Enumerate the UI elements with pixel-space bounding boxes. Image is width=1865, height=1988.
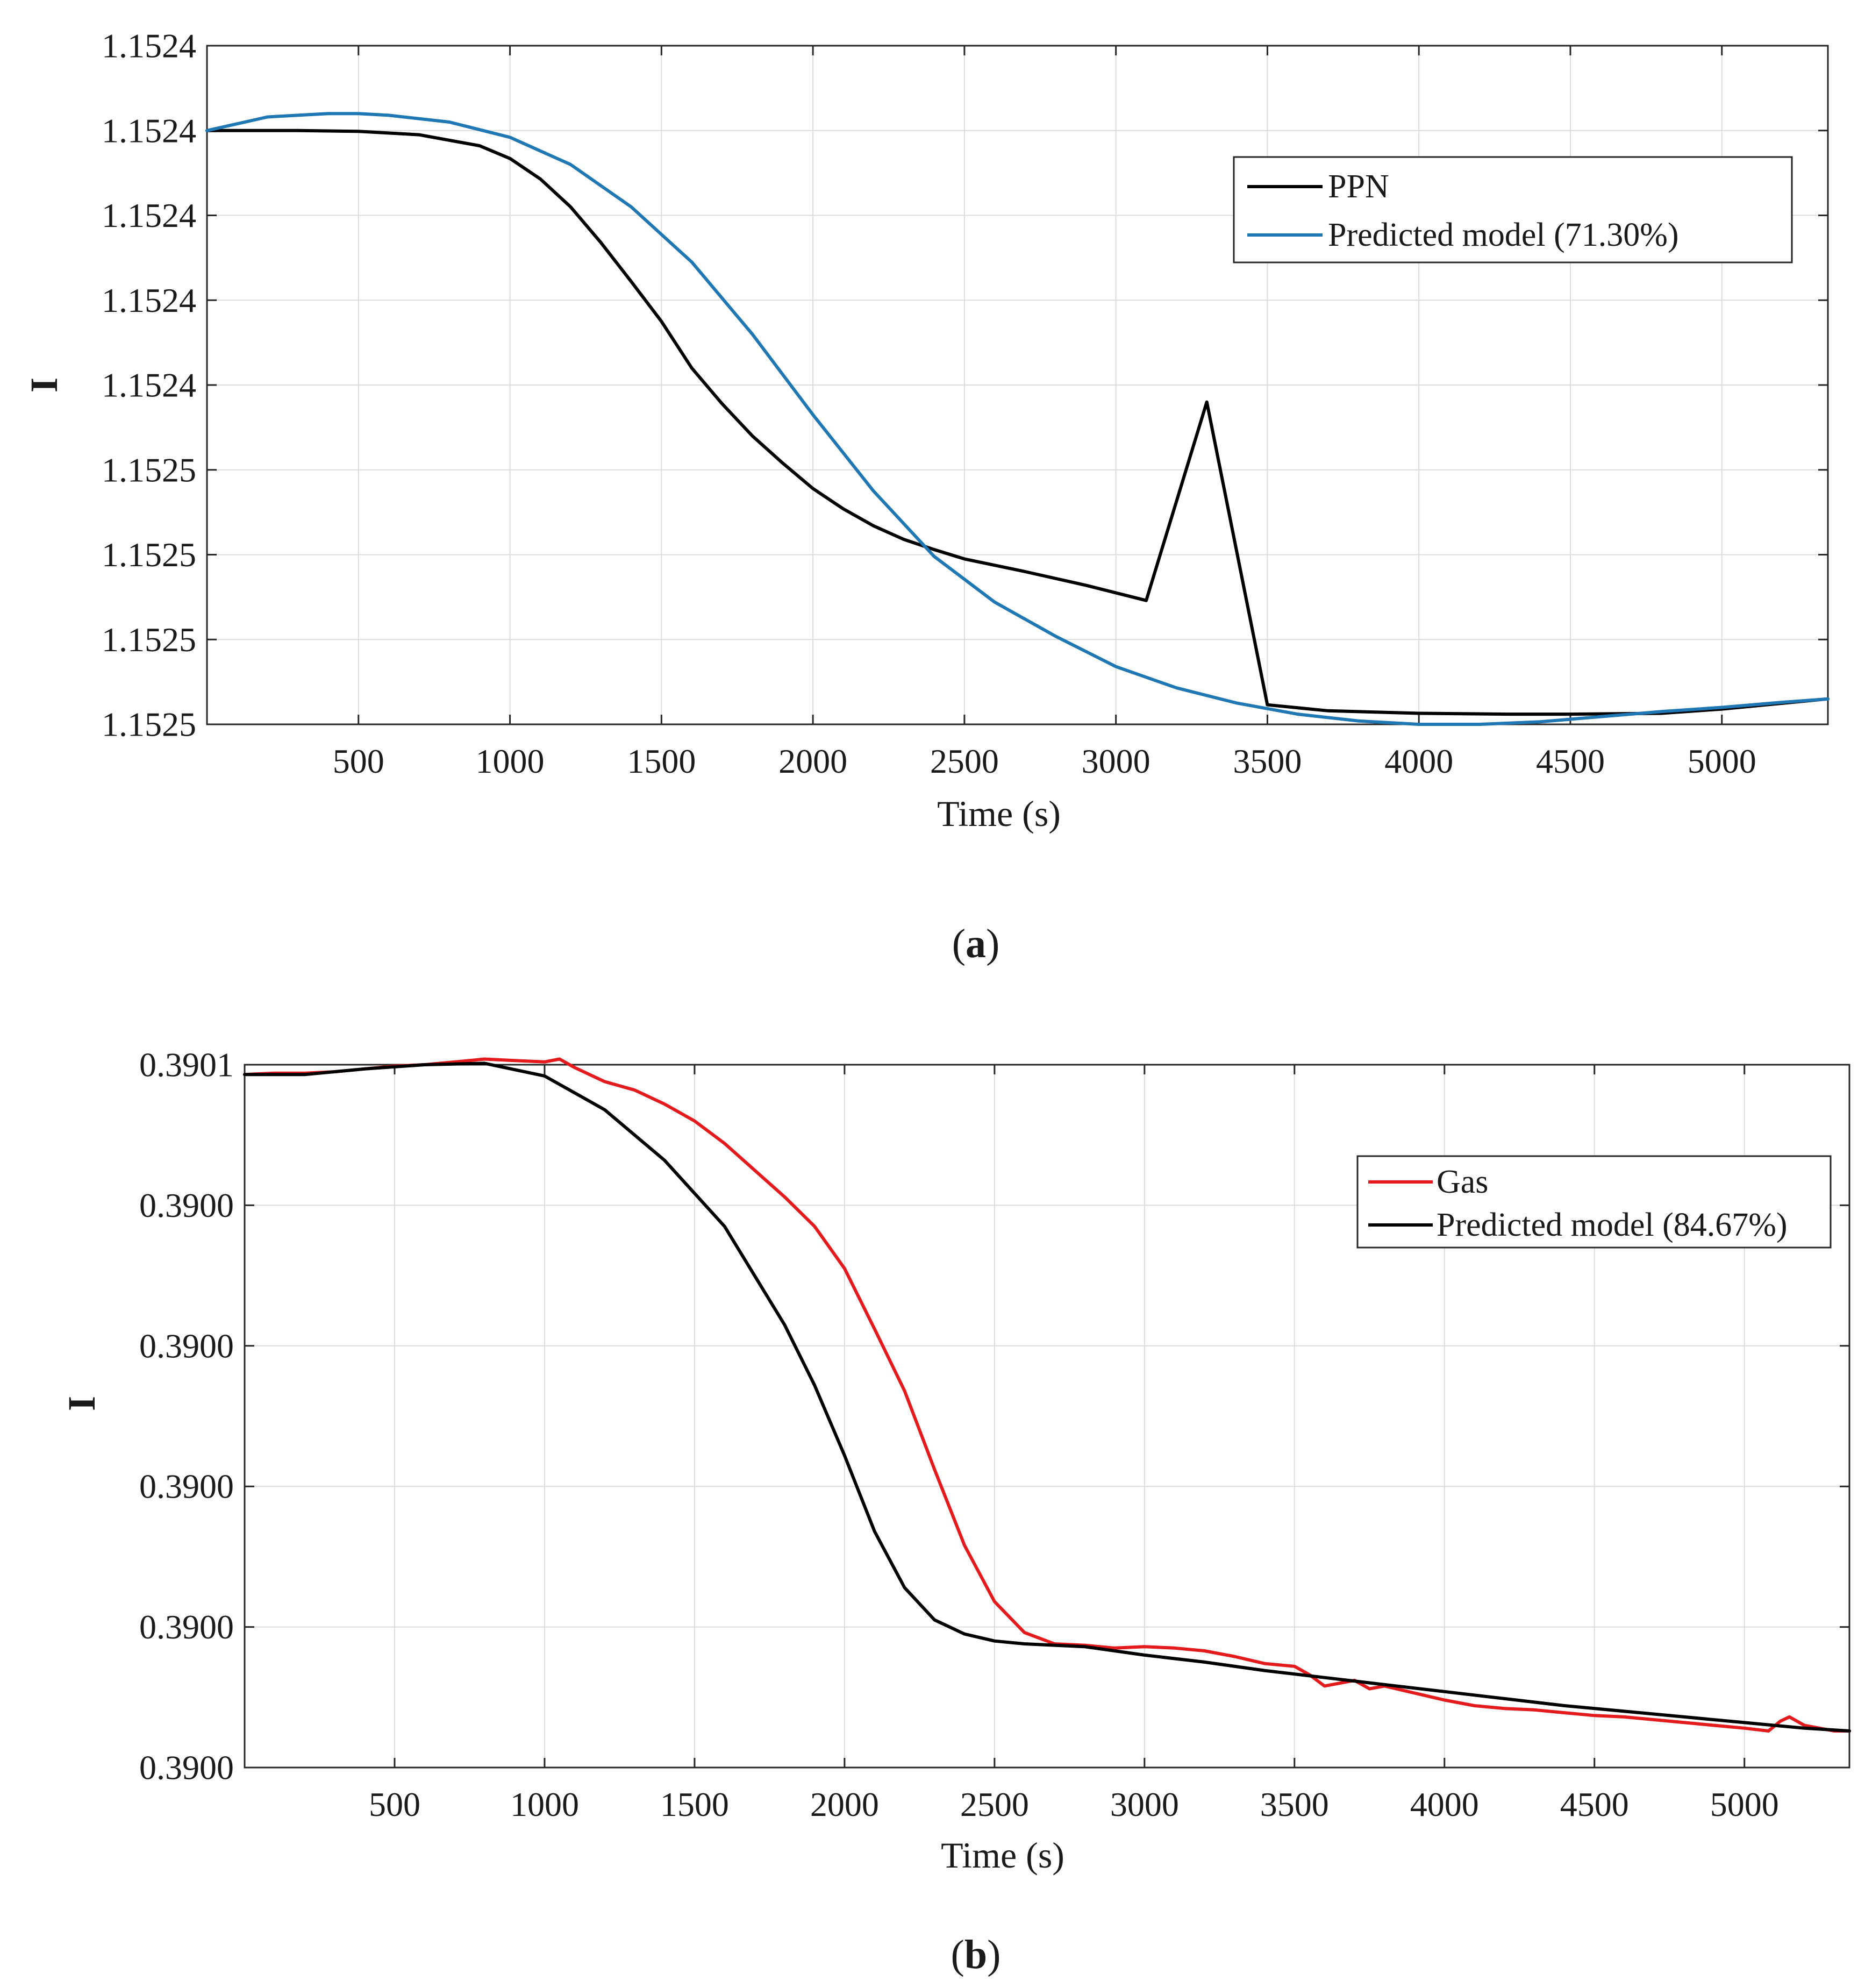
plot-frame-b — [244, 1064, 1850, 1769]
x-axis-label-a: Time (s) — [937, 793, 1061, 834]
legend-label-ppn: PPN — [1328, 168, 1389, 205]
y-tick-label-b-3: 0.3900 — [139, 1327, 234, 1365]
y-tick-label-a-5: 1.1524 — [102, 281, 196, 319]
legend-label-predicted-b: Predicted model (84.67%) — [1437, 1207, 1788, 1243]
legend-label-gas: Gas — [1437, 1164, 1488, 1200]
chart-panel-b: 500 1000 1500 2000 2500 3000 3500 4000 4500 5000 … — [60, 1046, 1851, 1977]
y-tick-label-b-4: 0.3900 — [139, 1186, 234, 1224]
series-line-a-0 — [205, 129, 1830, 716]
x-tick-label-b-3: 2000 — [810, 1785, 879, 1823]
y-tick-label-a-6: 1.1524 — [102, 196, 196, 234]
chart-panel-a: 500 1000 1500 2000 2500 3000 3500 4000 4500 5000 … — [23, 27, 1830, 966]
legend-label-predicted-a: Predicted model (71.30%) — [1328, 217, 1679, 253]
series-line-b-0 — [243, 1057, 1851, 1733]
x-tick-label-a-2: 1500 — [627, 742, 696, 780]
x-tick-label-a-1: 1000 — [476, 742, 545, 780]
x-tick-label-a-5: 3000 — [1082, 742, 1151, 780]
x-axis-label-b: Time (s) — [941, 1835, 1064, 1876]
y-tick-label-a-0: 1.1525 — [102, 706, 196, 744]
x-tick-label-a-7: 4000 — [1384, 742, 1453, 780]
legend-b: Gas Predicted model (84.67%) — [1356, 1155, 1832, 1249]
legend-box-a — [1233, 156, 1793, 263]
x-tick-label-b-5: 3000 — [1110, 1785, 1179, 1823]
y-tick-label-a-7: 1.1524 — [102, 111, 196, 149]
panel-caption-a: (a) — [952, 921, 1000, 966]
legend-box-b — [1356, 1155, 1832, 1249]
x-tick-label-a-4: 2500 — [930, 742, 999, 780]
x-tick-label-b-7: 4000 — [1410, 1785, 1479, 1823]
x-tick-label-a-9: 5000 — [1688, 742, 1756, 780]
y-axis-label-b: I — [60, 1396, 103, 1411]
y-axis-label-a: I — [23, 377, 66, 393]
y-tick-label-b-0: 0.3900 — [139, 1749, 234, 1787]
series-line-a-1 — [205, 112, 1830, 726]
x-tick-label-a-6: 3500 — [1233, 742, 1302, 780]
x-tick-label-b-0: 500 — [369, 1785, 420, 1823]
x-tick-label-b-9: 5000 — [1710, 1785, 1779, 1823]
y-tick-label-a-4: 1.1524 — [102, 366, 196, 404]
x-tick-label-b-8: 4500 — [1560, 1785, 1629, 1823]
y-tick-label-a-3: 1.1525 — [102, 451, 196, 489]
y-tick-label-b-5: 0.3901 — [139, 1046, 234, 1084]
x-tick-label-b-1: 1000 — [510, 1785, 579, 1823]
panel-letter-b: b — [964, 1932, 987, 1977]
panel-caption-b: (b) — [951, 1932, 1001, 1977]
y-tick-label-b-2: 0.3900 — [139, 1467, 234, 1506]
y-tick-label-b-1: 0.3900 — [139, 1608, 234, 1646]
y-tick-label-a-1: 1.1525 — [102, 621, 196, 659]
x-tick-label-a-3: 2000 — [778, 742, 847, 780]
series-line-b-1 — [243, 1061, 1851, 1733]
legend-a: PPN Predicted model (71.30%) — [1233, 156, 1793, 263]
x-tick-label-a-0: 500 — [333, 742, 384, 780]
x-tick-label-b-2: 1500 — [660, 1785, 729, 1823]
y-tick-label-a-8: 1.1524 — [102, 27, 196, 65]
x-tick-label-b-6: 3500 — [1260, 1785, 1329, 1823]
y-tick-label-a-2: 1.1525 — [102, 536, 196, 574]
x-tick-label-b-4: 2500 — [960, 1785, 1029, 1823]
x-tick-label-a-8: 4500 — [1536, 742, 1605, 780]
panel-letter-a: a — [966, 921, 986, 966]
